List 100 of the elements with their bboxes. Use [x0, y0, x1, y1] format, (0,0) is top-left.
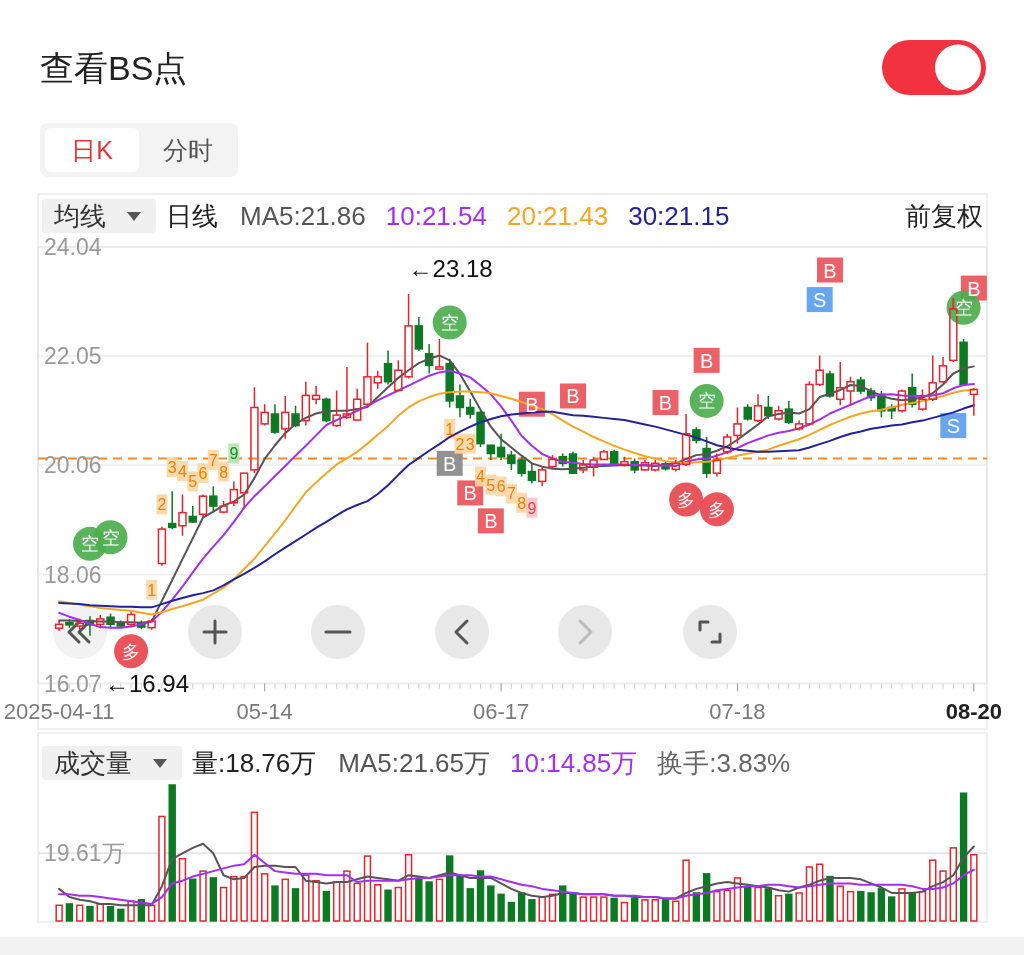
x-tick-label: 06-17: [472, 698, 530, 724]
annotation: 3: [465, 435, 475, 453]
annotation: 2: [455, 435, 465, 453]
annotation: 9: [527, 499, 537, 517]
annotation: 5: [486, 476, 496, 494]
candlestick: [671, 459, 681, 473]
candlestick: [836, 361, 845, 407]
bar: [230, 875, 238, 922]
annotation: 7: [506, 485, 516, 503]
bar: [415, 878, 423, 922]
candlestick: [938, 356, 948, 383]
annotation: 空: [80, 534, 99, 555]
text: 30:21.15: [628, 201, 730, 231]
text: 20:21.43: [506, 201, 609, 231]
bar: [661, 899, 670, 922]
bar: [795, 892, 803, 922]
annotation: 空: [101, 527, 120, 548]
bar: [75, 904, 84, 922]
bar: [929, 859, 937, 922]
candlestick: [352, 388, 362, 421]
annotation: 1: [445, 420, 455, 438]
bar: [240, 875, 248, 922]
candlestick: [270, 403, 280, 435]
annotation: 多: [677, 489, 696, 510]
text: 日线: [166, 201, 218, 231]
annotation: S: [813, 289, 827, 312]
candlestick: [435, 338, 444, 370]
bar: [846, 890, 855, 922]
bar: [589, 896, 598, 922]
candlestick: [126, 611, 136, 628]
candlestick: [455, 383, 465, 419]
bar: [425, 881, 433, 922]
bar: [744, 886, 752, 922]
bar: [106, 905, 115, 922]
annotation: 1: [147, 581, 157, 599]
bar: [374, 884, 382, 922]
text: 均线: [53, 201, 106, 231]
candlestick: [753, 393, 763, 424]
bar: [281, 878, 289, 922]
candlestick: [733, 406, 742, 445]
bar: [600, 896, 608, 922]
annotation: 6: [496, 478, 506, 496]
bar: [887, 896, 896, 922]
bar: [96, 903, 104, 922]
bar: [682, 859, 690, 922]
bar: [610, 897, 618, 922]
text: 分时: [163, 136, 213, 164]
bar: [353, 882, 361, 922]
bar: [168, 784, 176, 922]
bar: [764, 888, 773, 922]
text: 10:21.54: [385, 201, 487, 231]
bar: [713, 890, 721, 922]
annotation: 多: [122, 641, 141, 662]
bar: [209, 877, 218, 922]
x-tick-label: 08-20: [945, 698, 1002, 724]
annotation: 2: [157, 496, 167, 514]
bar: [805, 866, 814, 922]
bar: [384, 889, 392, 922]
annotation: 5: [188, 473, 198, 491]
annotation: B: [525, 393, 539, 416]
bar: [178, 858, 187, 922]
annotation: 8: [517, 494, 527, 512]
y-tick-label: 24.04: [44, 234, 102, 260]
bar: [877, 888, 886, 922]
candlestick: [281, 395, 290, 440]
bar: [785, 893, 793, 922]
x-tick-label: 2025-04-11: [3, 698, 115, 724]
bar: [538, 896, 546, 922]
bar: [774, 894, 783, 922]
candlestick: [743, 403, 752, 422]
bar: [672, 900, 680, 922]
bar: [692, 892, 701, 922]
candlestick: [496, 433, 506, 461]
annotation: B: [463, 482, 477, 505]
bar: [199, 870, 207, 922]
bar: [497, 893, 505, 922]
bar: [908, 892, 916, 922]
candlestick: [229, 480, 239, 507]
candlestick: [527, 462, 537, 485]
annotation: ←16.94: [104, 670, 190, 698]
annotation: 4: [476, 468, 486, 486]
annotation: B: [658, 392, 673, 415]
text: 前复权: [905, 201, 983, 231]
candlestick: [178, 493, 187, 537]
y-tick-label: 20.06: [44, 451, 102, 478]
text: 量:18.76万: [192, 748, 317, 778]
candlestick: [311, 385, 321, 405]
bar: [857, 890, 865, 922]
bar: [898, 888, 906, 922]
annotation: S: [946, 415, 960, 438]
annotation: 9: [229, 445, 239, 463]
bar: [219, 886, 228, 922]
bar: [569, 892, 577, 922]
bar: [867, 892, 875, 922]
bar: [322, 890, 331, 922]
text: 换手:3.83%: [657, 748, 791, 778]
bar: [158, 815, 166, 922]
bar: [312, 879, 320, 922]
candlestick: [846, 376, 855, 407]
bar: [836, 885, 844, 922]
